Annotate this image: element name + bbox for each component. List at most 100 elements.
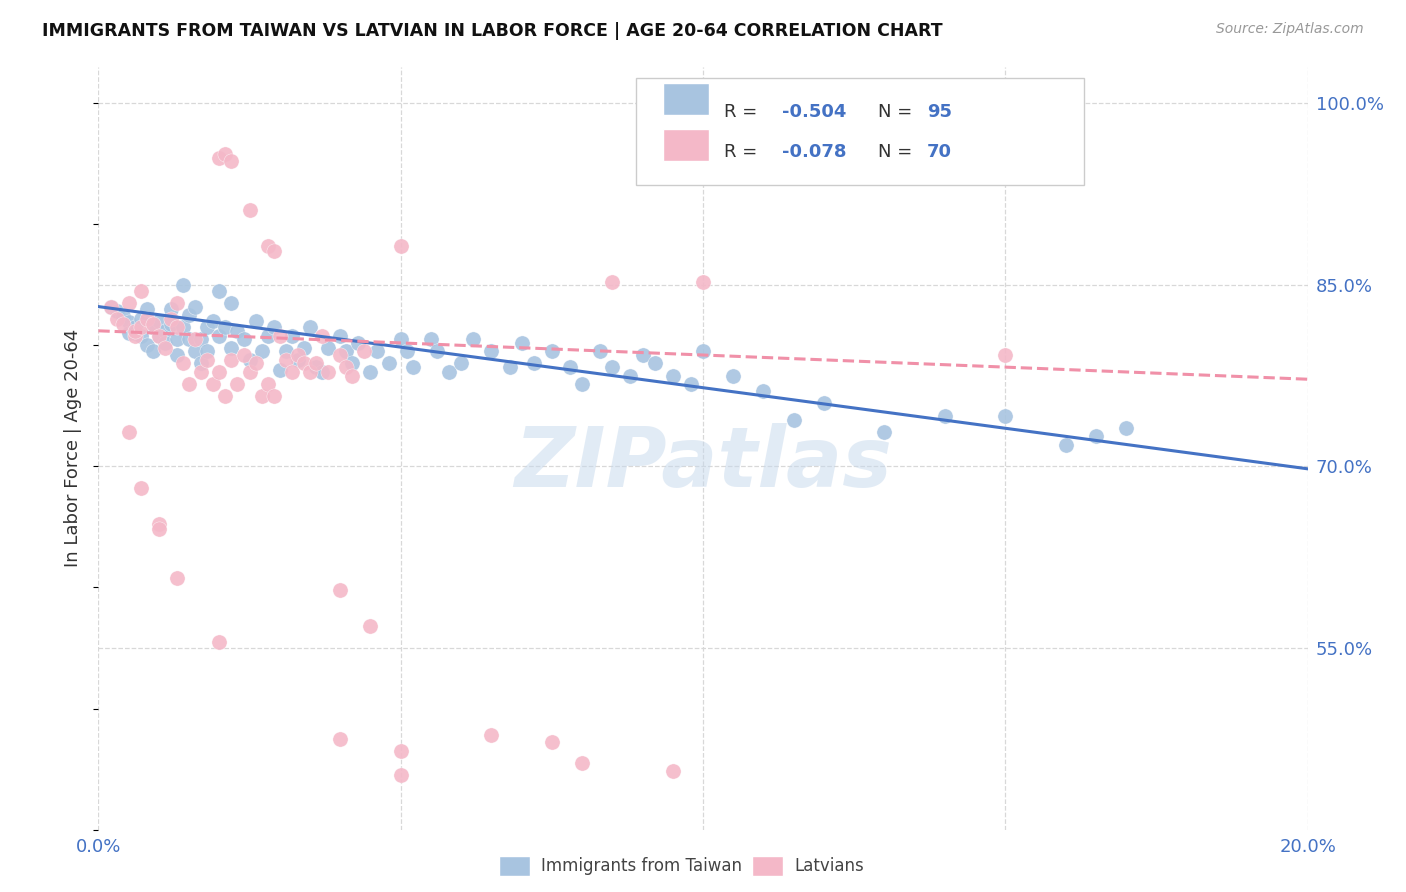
Point bbox=[281, 365, 304, 379]
Point bbox=[239, 202, 262, 217]
Point bbox=[256, 377, 278, 392]
Point bbox=[679, 377, 702, 392]
Point bbox=[208, 284, 231, 298]
Point bbox=[299, 320, 322, 334]
Point bbox=[389, 239, 412, 253]
Point bbox=[221, 154, 243, 169]
Point bbox=[184, 300, 207, 314]
Text: -0.078: -0.078 bbox=[782, 143, 846, 161]
Text: N =: N = bbox=[879, 143, 918, 161]
Point bbox=[602, 360, 624, 375]
Point bbox=[195, 352, 218, 367]
Point bbox=[166, 332, 188, 346]
Point bbox=[172, 320, 194, 334]
Point bbox=[208, 635, 231, 649]
Point bbox=[269, 362, 291, 376]
Text: ZIPatlas: ZIPatlas bbox=[515, 423, 891, 504]
Y-axis label: In Labor Force | Age 20-64: In Labor Force | Age 20-64 bbox=[65, 329, 83, 567]
Point bbox=[481, 344, 503, 359]
Text: R =: R = bbox=[724, 143, 762, 161]
Point bbox=[281, 328, 304, 343]
Point bbox=[274, 352, 297, 367]
Point bbox=[250, 389, 273, 403]
Point bbox=[619, 368, 641, 383]
Point bbox=[450, 356, 472, 371]
Point bbox=[692, 344, 714, 359]
Point bbox=[129, 328, 152, 343]
Point bbox=[256, 328, 278, 343]
Point bbox=[221, 341, 243, 355]
Point bbox=[1054, 437, 1077, 451]
Point bbox=[523, 356, 546, 371]
Point bbox=[589, 344, 612, 359]
Point bbox=[142, 320, 165, 334]
Point bbox=[179, 308, 201, 322]
Point bbox=[463, 332, 485, 346]
Point bbox=[558, 360, 581, 375]
Point bbox=[360, 365, 382, 379]
Point bbox=[166, 348, 188, 362]
Point bbox=[813, 396, 835, 410]
Point bbox=[129, 284, 152, 298]
Point bbox=[160, 311, 183, 326]
Point bbox=[148, 522, 170, 536]
Point bbox=[105, 311, 128, 326]
Point bbox=[426, 344, 449, 359]
Point bbox=[377, 356, 399, 371]
Point bbox=[292, 341, 315, 355]
Point bbox=[100, 300, 122, 314]
Point bbox=[402, 360, 425, 375]
Point bbox=[316, 341, 339, 355]
Point bbox=[1115, 420, 1137, 434]
Point bbox=[395, 344, 418, 359]
Point bbox=[202, 314, 225, 328]
Point bbox=[129, 320, 152, 334]
Point bbox=[166, 571, 188, 585]
Point bbox=[311, 365, 333, 379]
Point bbox=[571, 377, 593, 392]
Point bbox=[723, 368, 745, 383]
Text: R =: R = bbox=[724, 103, 762, 120]
Point bbox=[148, 328, 170, 343]
Point bbox=[221, 296, 243, 310]
Point bbox=[148, 314, 170, 328]
Point bbox=[389, 768, 412, 782]
Point bbox=[118, 326, 141, 341]
Point bbox=[118, 425, 141, 440]
Point bbox=[142, 317, 165, 331]
Point bbox=[335, 360, 357, 375]
Point bbox=[994, 348, 1017, 362]
Point bbox=[329, 328, 352, 343]
Point bbox=[631, 348, 654, 362]
Point bbox=[142, 344, 165, 359]
Point bbox=[245, 314, 267, 328]
Point bbox=[111, 317, 134, 331]
Point bbox=[105, 304, 128, 318]
Point bbox=[329, 348, 352, 362]
Point bbox=[190, 365, 212, 379]
Point bbox=[129, 481, 152, 495]
Point bbox=[274, 344, 297, 359]
Point bbox=[184, 344, 207, 359]
Point bbox=[994, 409, 1017, 423]
Point bbox=[287, 352, 309, 367]
Point bbox=[299, 365, 322, 379]
Point bbox=[661, 764, 683, 779]
Point bbox=[250, 344, 273, 359]
Point bbox=[305, 356, 328, 371]
Point bbox=[153, 341, 176, 355]
Point bbox=[160, 317, 183, 331]
Point bbox=[269, 328, 291, 343]
Point bbox=[783, 413, 806, 427]
Point bbox=[166, 320, 188, 334]
Point bbox=[221, 352, 243, 367]
Point bbox=[644, 356, 666, 371]
Point bbox=[389, 332, 412, 346]
Point bbox=[160, 301, 183, 316]
Point bbox=[481, 728, 503, 742]
Point bbox=[226, 377, 249, 392]
Point bbox=[510, 335, 533, 350]
Point bbox=[347, 335, 370, 350]
Point bbox=[342, 356, 364, 371]
Point bbox=[692, 276, 714, 290]
